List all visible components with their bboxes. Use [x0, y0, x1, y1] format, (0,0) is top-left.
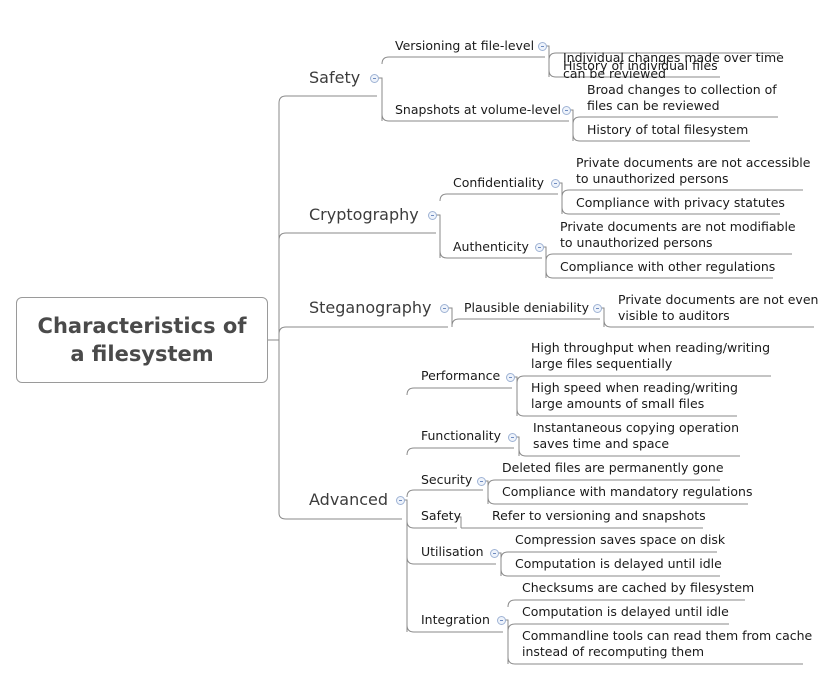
leaf-text[interactable]: Commandline tools can read them from cac… [522, 628, 813, 659]
collapse-icon[interactable] [490, 549, 499, 558]
leaf-text[interactable]: Compression saves space on disk [515, 532, 726, 547]
collapse-icon[interactable] [506, 373, 515, 382]
subtopic-utilisation[interactable]: Utilisation [421, 544, 484, 559]
leaf-text[interactable]: Compliance with privacy statutes [576, 195, 785, 210]
topic-advanced[interactable]: Advanced [309, 490, 389, 509]
subtopic-performance[interactable]: Performance [421, 368, 501, 383]
central-topic[interactable]: Characteristics of a filesystem [16, 297, 268, 383]
subtopic-versioning[interactable]: Versioning at file-level [395, 38, 535, 53]
leaf-text[interactable]: Compliance with other regulations [560, 259, 776, 274]
subtopic-plausible-deniability[interactable]: Plausible deniability [464, 300, 589, 315]
collapse-icon[interactable] [538, 42, 547, 51]
leaf-text[interactable]: Computation is delayed until idle [522, 604, 729, 619]
subtopic-security[interactable]: Security [421, 472, 473, 487]
subtopic-snapshots[interactable]: Snapshots at volume-level [395, 102, 561, 117]
subtopic-safety[interactable]: Safety [421, 508, 461, 523]
subtopic-authenticity[interactable]: Authenticity [453, 239, 529, 254]
topic-steganography[interactable]: Steganography [309, 298, 432, 317]
collapse-icon[interactable] [396, 496, 405, 505]
leaf-text[interactable]: Refer to versioning and snapshots [492, 508, 706, 523]
collapse-icon[interactable] [535, 243, 544, 252]
collapse-icon[interactable] [508, 433, 517, 442]
leaf-text[interactable]: Deleted files are permanently gone [502, 460, 724, 475]
topic-safety[interactable]: Safety [309, 68, 361, 87]
leaf-text[interactable]: High speed when reading/writing large am… [531, 380, 738, 411]
topic-cryptography[interactable]: Cryptography [309, 205, 419, 224]
collapse-icon[interactable] [551, 179, 560, 188]
collapse-icon[interactable] [562, 106, 571, 115]
leaf-text[interactable]: Compliance with mandatory regulations [502, 484, 753, 499]
collapse-icon[interactable] [477, 477, 486, 486]
subtopic-confidentiality[interactable]: Confidentiality [453, 175, 544, 190]
leaf-text[interactable]: History of individual files [563, 58, 718, 73]
collapse-icon[interactable] [428, 211, 437, 220]
collapse-icon[interactable] [440, 304, 449, 313]
subtopic-integration[interactable]: Integration [421, 612, 490, 627]
leaf-text[interactable]: Private documents are not accessible to … [576, 155, 811, 186]
leaf-text[interactable]: Broad changes to collection of files can… [587, 82, 777, 113]
leaf-text[interactable]: Instantaneous copying operation saves ti… [533, 420, 740, 451]
leaf-text[interactable]: High throughput when reading/writing lar… [531, 340, 771, 371]
subtopic-functionality[interactable]: Functionality [421, 428, 502, 443]
leaf-text[interactable]: Checksums are cached by filesystem [522, 580, 755, 595]
leaf-text[interactable]: Computation is delayed until idle [515, 556, 722, 571]
collapse-icon[interactable] [497, 616, 506, 625]
leaf-text[interactable]: Individual changes made over time can be… [563, 50, 784, 81]
leaf-text[interactable]: Private documents are not modifiable to … [560, 219, 796, 250]
leaf-text[interactable]: History of total filesystem [587, 122, 749, 137]
collapse-icon[interactable] [370, 74, 379, 83]
collapse-icon[interactable] [593, 304, 602, 313]
leaf-text[interactable]: Private documents are not even visible t… [618, 292, 819, 323]
